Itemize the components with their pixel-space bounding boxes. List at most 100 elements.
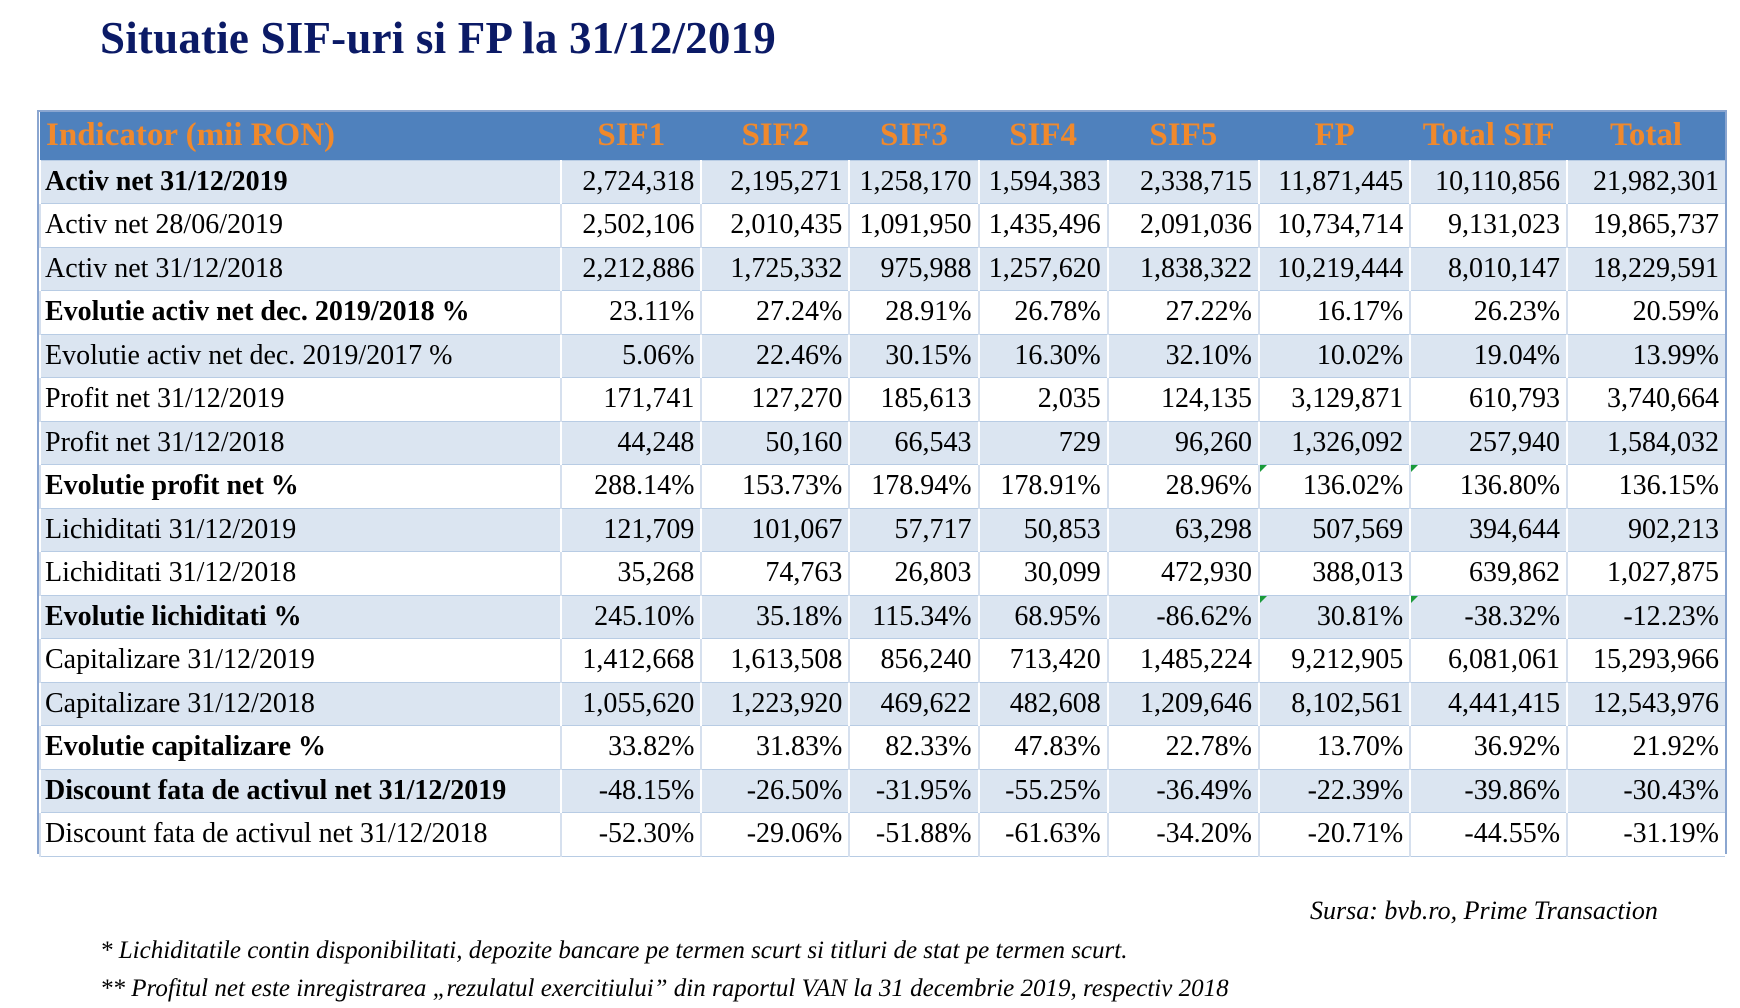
table-cell: 22.78% xyxy=(1106,725,1259,770)
table-cell: 13.99% xyxy=(1566,333,1725,378)
table-cell: 26.78% xyxy=(977,290,1108,335)
table-cell: 394,644 xyxy=(1409,507,1568,552)
table-cell: 639,862 xyxy=(1409,551,1568,596)
table-cell: -55.25% xyxy=(977,768,1108,813)
column-header: Indicator (mii RON) xyxy=(46,117,336,154)
table-row: Discount fata de activul net 31/12/2019 -… xyxy=(38,768,1725,813)
table-cell: -44.55% xyxy=(1409,812,1568,857)
table-body: Activ net 31/12/2019 2,724,318 2,195,271 1,… xyxy=(38,159,1725,857)
table-cell: -29.06% xyxy=(700,812,850,857)
table-cell: 21.92% xyxy=(1566,725,1725,770)
table-cell: -86.62% xyxy=(1106,594,1259,639)
table-cell: 44,248 xyxy=(560,420,702,465)
table-cell: 2,091,036 xyxy=(1106,203,1259,248)
table-cell: 1,725,332 xyxy=(700,246,850,291)
table-cell: 10,110,856 xyxy=(1409,159,1568,204)
table-row: Evolutie profit net % 288.14% 153.73% 178.9… xyxy=(38,464,1725,509)
table-cell: 101,067 xyxy=(700,507,850,552)
table-cell: 975,988 xyxy=(848,246,979,291)
table-cell: 16.17% xyxy=(1257,290,1411,335)
table-cell: 856,240 xyxy=(848,638,979,683)
table-cell: 3,740,664 xyxy=(1566,377,1725,422)
row-label: Evolutie activ net dec. 2019/2017 % xyxy=(38,333,562,378)
table-cell: 68.95% xyxy=(977,594,1108,639)
footnote-profit: ** Profitul net este inregistrarea „rezu… xyxy=(100,975,1229,1002)
table-row: Profit net 31/12/2019 171,741 127,270 185,6… xyxy=(38,377,1725,422)
table-cell: 32.10% xyxy=(1106,333,1259,378)
table-cell: 82.33% xyxy=(848,725,979,770)
table-cell: 288.14% xyxy=(560,464,702,509)
table-cell: 27.22% xyxy=(1106,290,1259,335)
table-cell: 10.02% xyxy=(1257,333,1411,378)
column-header: SIF2 xyxy=(741,117,810,154)
table-cell: 35.18% xyxy=(700,594,850,639)
table-row: Lichiditati 31/12/2019 121,709 101,067 57,7… xyxy=(38,507,1725,552)
row-label: Discount fata de activul net 31/12/2019 xyxy=(38,768,562,813)
table-cell: 15,293,966 xyxy=(1566,638,1725,683)
table-cell: 19.04% xyxy=(1409,333,1568,378)
table-cell: 13.70% xyxy=(1257,725,1411,770)
table-cell: 33.82% xyxy=(560,725,702,770)
table-cell: 5.06% xyxy=(560,333,702,378)
table-row: Profit net 31/12/2018 44,248 50,160 66,543 7… xyxy=(38,420,1725,465)
table-cell: 35,268 xyxy=(560,551,702,596)
table-row: Activ net 31/12/2018 2,212,886 1,725,332 97… xyxy=(38,246,1725,291)
table-cell: -20.71% xyxy=(1257,812,1411,857)
table-cell: 18,229,591 xyxy=(1566,246,1725,291)
table-cell: 136.80% xyxy=(1409,464,1568,509)
table-cell: 136.02% xyxy=(1257,464,1411,509)
table-cell: 96,260 xyxy=(1106,420,1259,465)
table-row: Evolutie activ net dec. 2019/2018 % 23.11… xyxy=(38,290,1725,335)
table-cell: -38.32% xyxy=(1409,594,1568,639)
table-cell: 902,213 xyxy=(1566,507,1725,552)
table-cell: 19,865,737 xyxy=(1566,203,1725,248)
row-label: Evolutie activ net dec. 2019/2018 % xyxy=(38,290,562,335)
data-table-container: Indicator (mii RON) SIF1 SIF2 SIF3 SIF4 … xyxy=(37,110,1727,857)
table-cell: 30,099 xyxy=(977,551,1108,596)
table-cell: 1,613,508 xyxy=(700,638,850,683)
table-cell: 185,613 xyxy=(848,377,979,422)
table-cell: 2,035 xyxy=(977,377,1108,422)
column-header: SIF1 xyxy=(597,117,666,154)
table-cell: 11,871,445 xyxy=(1257,159,1411,204)
table-cell: 10,734,714 xyxy=(1257,203,1411,248)
table-cell: 245.10% xyxy=(560,594,702,639)
table-cell: 3,129,871 xyxy=(1257,377,1411,422)
table-cell: 2,338,715 xyxy=(1106,159,1259,204)
table-cell: -61.63% xyxy=(977,812,1108,857)
table-cell: -31.95% xyxy=(848,768,979,813)
table-cell: 178.91% xyxy=(977,464,1108,509)
table-row: Evolutie capitalizare % 33.82% 31.83% 82.33… xyxy=(38,725,1725,770)
table-cell: 1,485,224 xyxy=(1106,638,1259,683)
row-label: Capitalizare 31/12/2018 xyxy=(38,681,562,726)
table-cell: 31.83% xyxy=(700,725,850,770)
table-cell: 388,013 xyxy=(1257,551,1411,596)
table-cell: 6,081,061 xyxy=(1409,638,1568,683)
row-label: Capitalizare 31/12/2019 xyxy=(38,638,562,683)
table-cell: 121,709 xyxy=(560,507,702,552)
table-cell: 482,608 xyxy=(977,681,1108,726)
table-cell: 2,212,886 xyxy=(560,246,702,291)
row-label: Evolutie profit net % xyxy=(38,464,562,509)
table-cell: 1,055,620 xyxy=(560,681,702,726)
page-title: Situatie SIF-uri si FP la 31/12/2019 xyxy=(100,13,776,63)
table-cell: 1,412,668 xyxy=(560,638,702,683)
table-row: Activ net 28/06/2019 2,502,106 2,010,435 1,… xyxy=(38,203,1725,248)
table-cell: 127,270 xyxy=(700,377,850,422)
table-cell: 30.81% xyxy=(1257,594,1411,639)
column-header: Total SIF xyxy=(1422,117,1555,154)
table-cell: 12,543,976 xyxy=(1566,681,1725,726)
table-cell: -26.50% xyxy=(700,768,850,813)
column-header: FP xyxy=(1314,117,1355,154)
table-cell: -12.23% xyxy=(1566,594,1725,639)
table-row: Capitalizare 31/12/2018 1,055,620 1,223,92… xyxy=(38,681,1725,726)
row-label: Activ net 31/12/2018 xyxy=(38,246,562,291)
table-row: Discount fata de activul net 31/12/2018-… xyxy=(38,812,1725,857)
source-note: Sursa: bvb.ro, Prime Transaction xyxy=(1310,896,1658,925)
table-cell: 23.11% xyxy=(560,290,702,335)
table-cell: 9,212,905 xyxy=(1257,638,1411,683)
table-cell: 469,622 xyxy=(848,681,979,726)
table-cell: 1,258,170 xyxy=(848,159,979,204)
table-cell: 63,298 xyxy=(1106,507,1259,552)
table-cell: 16.30% xyxy=(977,333,1108,378)
